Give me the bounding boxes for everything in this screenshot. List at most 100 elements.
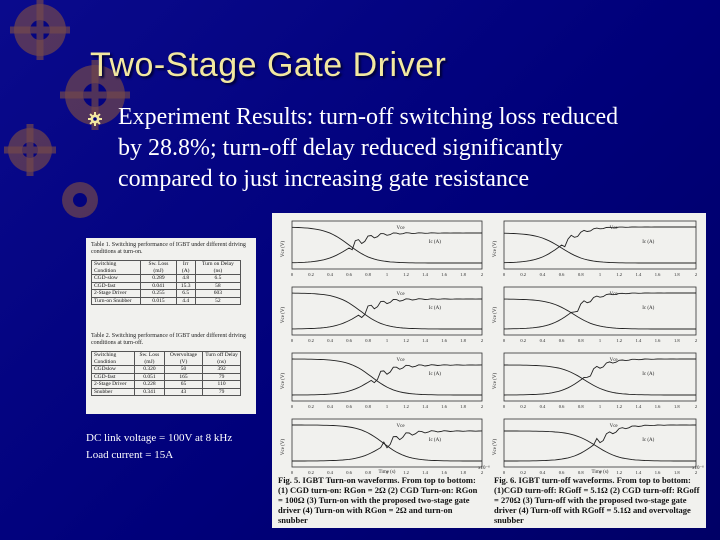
x-tick-label: 1 xyxy=(386,470,388,475)
vce-trace xyxy=(291,358,482,396)
table1: Switching Condition Sw. Loss (mJ) Irr (A… xyxy=(90,260,242,305)
y-axis-label: Vce (V) xyxy=(281,241,286,258)
x-tick-label: 0.8 xyxy=(365,272,371,277)
x-tick-label: 0.4 xyxy=(327,404,333,409)
vce-trace xyxy=(504,292,696,330)
x-axis-label: Time (s) xyxy=(379,470,396,475)
x-tick-label: 0.6 xyxy=(346,470,352,475)
x-tick-label: 0 xyxy=(291,470,294,475)
x-tick-label: 0.6 xyxy=(346,404,352,409)
x-tick-label: 0.4 xyxy=(327,338,333,343)
x-tick-label: 1.8 xyxy=(460,470,466,475)
table-cell: CGD-fast xyxy=(91,372,135,381)
x-tick-label: 0.4 xyxy=(540,404,546,409)
x-tick-label: 2 xyxy=(481,470,483,475)
ic-trace xyxy=(292,232,482,264)
x-tick-label: 0.4 xyxy=(540,338,546,343)
x-tick-label: 0.8 xyxy=(578,404,584,409)
plot-frame xyxy=(503,352,697,402)
vce-trace xyxy=(291,292,482,330)
table1-header: Turn on Delay (ns) xyxy=(194,260,242,275)
x-tick-label: 0.4 xyxy=(327,470,333,475)
ic-trace-label: Ic (A) xyxy=(429,240,441,245)
x-tick-label: 1.2 xyxy=(616,404,622,409)
x-tick-label: 1.4 xyxy=(422,470,428,475)
ic-trace xyxy=(292,430,483,462)
x-tick-label: 0 xyxy=(291,272,294,277)
x-tick-label: 1.4 xyxy=(636,338,642,343)
table-cell: 0.228 xyxy=(133,380,165,389)
vce-trace-label: Vce xyxy=(397,226,406,231)
plot-frame xyxy=(291,418,483,468)
table1-header: Sw. Loss (mJ) xyxy=(140,260,177,275)
table-cell: 6.5 xyxy=(175,289,196,298)
x-tick-label: 0.4 xyxy=(540,272,546,277)
table-row: Snubber 0.341 43 79 xyxy=(91,387,241,396)
x-tick-label: 0 xyxy=(291,338,294,343)
results-tables-image: Table 1. Switching performance of IGBT u… xyxy=(86,238,256,414)
table-cell: 79 xyxy=(202,372,241,381)
table-cell: 2-Stage Driver xyxy=(90,289,142,298)
plot-frame xyxy=(291,286,483,336)
x-tick-label: 0 xyxy=(291,404,294,409)
table-cell: 110 xyxy=(202,380,241,389)
x-tick-label: 1.6 xyxy=(441,404,447,409)
x-tick-label: 1.4 xyxy=(636,404,642,409)
table1-caption: Table 1. Switching performance of IGBT u… xyxy=(91,242,246,255)
table-cell: 79 xyxy=(202,387,241,396)
x-tick-label: 2 xyxy=(481,338,483,343)
ic-trace xyxy=(504,430,696,462)
table-cell: Turn-on Snubber xyxy=(90,296,142,305)
vce-trace-label: Vce xyxy=(610,358,619,363)
x-tick-label: 1 xyxy=(599,338,601,343)
x-exponent-label: x10⁻⁶ xyxy=(692,465,704,471)
y-axis-label: Vce (V) xyxy=(281,307,286,324)
x-tick-label: 0.2 xyxy=(520,404,526,409)
table-row: CGD-slow 0.289 4.8 6.5 xyxy=(90,274,242,283)
x-tick-label: 2 xyxy=(481,272,483,277)
gear-decoration-icon xyxy=(4,0,130,218)
vce-trace xyxy=(504,424,696,462)
x-tick-label: 1.8 xyxy=(674,338,680,343)
y-axis-label: Vce (V) xyxy=(281,373,286,390)
x-tick-label: 1.2 xyxy=(403,404,409,409)
x-tick-label: 0.2 xyxy=(308,272,314,277)
x-tick-label: 0.2 xyxy=(520,272,526,277)
x-tick-label: 0 xyxy=(503,338,506,343)
vce-trace-label: Vce xyxy=(610,424,619,429)
x-tick-label: 0.8 xyxy=(578,272,584,277)
x-tick-label: 0 xyxy=(503,272,506,277)
ic-trace-label: Ic (A) xyxy=(642,372,654,377)
ic-trace xyxy=(504,364,696,396)
x-tick-label: 0.8 xyxy=(578,338,584,343)
x-exponent-label: x10⁻⁶ xyxy=(478,465,490,471)
y-axis-label: Vce (V) xyxy=(281,439,286,456)
x-axis-label: Time (s) xyxy=(592,470,609,475)
table-cell: 0.320 xyxy=(133,365,165,374)
table-cell: 52 xyxy=(194,296,242,305)
x-tick-label: 0.6 xyxy=(559,470,565,475)
ic-trace-label: Ic (A) xyxy=(429,438,441,443)
x-tick-label: 1.6 xyxy=(441,338,447,343)
x-tick-label: 0.2 xyxy=(520,338,526,343)
x-tick-label: 1.2 xyxy=(616,338,622,343)
table1-header: Switching Condition xyxy=(90,260,142,275)
x-tick-label: 1.4 xyxy=(636,272,642,277)
table-cell: 0.289 xyxy=(140,274,177,283)
vce-trace-label: Vce xyxy=(397,358,406,363)
vce-trace xyxy=(292,424,482,462)
x-tick-label: 1.6 xyxy=(655,272,661,277)
x-tick-label: 0.8 xyxy=(365,338,371,343)
ic-trace xyxy=(503,232,696,264)
y-axis-label: Vce (V) xyxy=(493,373,498,390)
x-tick-label: 1.4 xyxy=(422,272,428,277)
x-tick-label: 1.6 xyxy=(655,338,661,343)
ic-trace xyxy=(504,298,696,330)
x-tick-label: 1.2 xyxy=(403,338,409,343)
table2: Switching Condition Sw. Loss (mJ) Overvo… xyxy=(91,351,241,396)
table-cell: 43 xyxy=(163,387,204,396)
table-cell: 2-Stage Driver xyxy=(91,380,135,389)
table-cell: 50 xyxy=(163,365,204,374)
x-tick-label: 1.6 xyxy=(655,404,661,409)
x-tick-label: 1 xyxy=(386,338,388,343)
